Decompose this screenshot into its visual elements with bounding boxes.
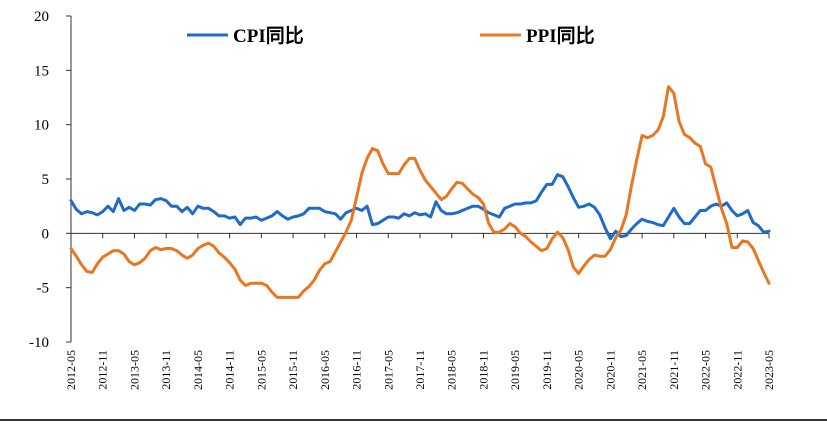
series-line-ppi (69, 85, 771, 299)
y-tick-label: -10 (29, 335, 49, 351)
y-tick-label: 5 (42, 172, 50, 188)
x-tick-label: 2013-11 (159, 350, 173, 390)
x-tick-label: 2014-05 (191, 350, 205, 390)
x-tick-label: 2022-05 (699, 350, 713, 390)
x-tick-label: 2023-05 (762, 350, 776, 390)
legend-label-ppi: PPI同比 (526, 25, 595, 47)
x-tick-label: 2012-05 (64, 350, 78, 390)
legend-label-cpi: CPI同比 (233, 25, 304, 47)
x-tick-label: 2015-05 (254, 350, 268, 390)
x-tick-label: 2016-11 (350, 350, 364, 390)
x-tick-label: 2012-11 (96, 350, 110, 390)
x-tick-label: 2018-05 (445, 350, 459, 390)
x-tick-label: 2020-05 (572, 350, 586, 390)
legend: CPI同比 PPI同比 (187, 25, 595, 47)
y-tick-label: -5 (37, 281, 50, 297)
y-tick-label: 0 (42, 226, 50, 242)
axes: 20 15 10 5 0 -5 -10 2012-05 2012-11 2013-05 2013-1… (29, 9, 776, 390)
y-tick-label: 20 (34, 9, 49, 25)
series-lines (69, 85, 771, 299)
x-tick-label: 2019-05 (508, 350, 522, 390)
x-tick-label: 2017-05 (381, 350, 395, 390)
x-tick-label: 2021-11 (667, 350, 681, 390)
x-tick-label: 2021-05 (635, 350, 649, 390)
series-line-cpi (69, 173, 771, 241)
frame-bottom-border (0, 419, 827, 421)
x-tick-label: 2022-11 (730, 350, 744, 390)
x-tick-label: 2017-11 (413, 350, 427, 390)
x-tick-label: 2019-11 (540, 350, 554, 390)
x-tick-label: 2016-05 (318, 350, 332, 390)
y-tick-label: 10 (34, 118, 49, 134)
y-tick-label: 15 (34, 63, 49, 79)
x-tick-label: 2014-11 (223, 350, 237, 390)
x-tick-label: 2018-11 (476, 350, 490, 390)
x-tick-label: 2013-05 (127, 350, 141, 390)
x-tick-label: 2020-11 (603, 350, 617, 390)
x-tick-label: 2015-11 (286, 350, 300, 390)
